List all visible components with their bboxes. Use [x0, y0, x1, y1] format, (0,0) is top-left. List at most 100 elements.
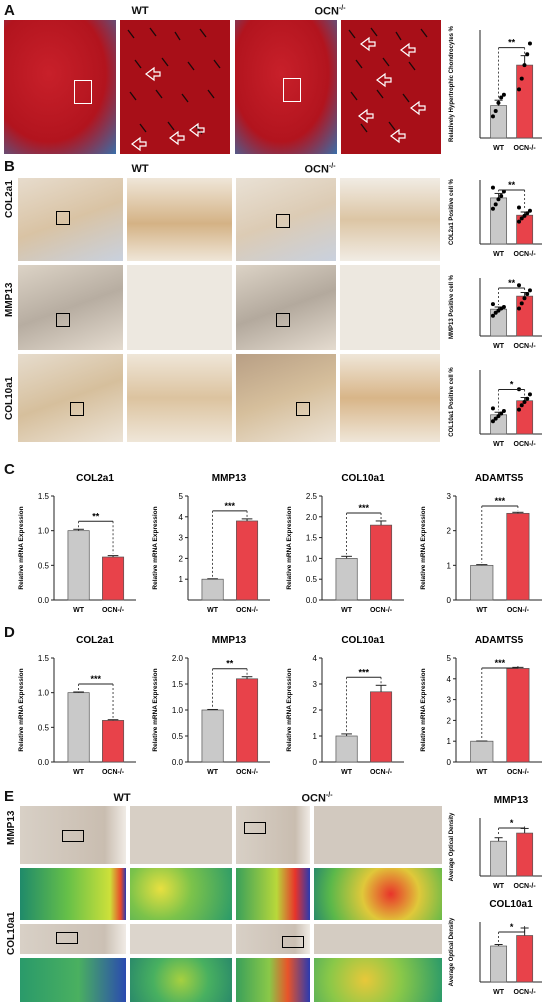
significance-label: ** — [226, 659, 234, 669]
x-tick-label: WT — [207, 607, 219, 614]
y-tick-label: 0 — [313, 758, 318, 767]
chart-c-col2a1: COL2a1 Relative mRNA Expression 0.0 0.5 1.0 1… — [18, 473, 136, 614]
e-mmp13-wt-overview — [20, 806, 126, 864]
x-tick-label: WT — [207, 769, 219, 776]
b-mmp13-wt-zoom — [127, 265, 232, 350]
data-point — [496, 197, 501, 202]
y-tick-label: 2.5 — [306, 492, 318, 501]
data-point — [525, 52, 530, 57]
panel-label-e: E — [4, 788, 15, 805]
bar-ocn — [102, 720, 125, 763]
chart-b-col10a1: COL10a1 Positive cell % WT OCN-/- * — [449, 367, 542, 448]
data-point — [525, 291, 530, 296]
significance-label: ** — [508, 38, 516, 48]
data-point — [490, 114, 495, 119]
x-tick-label: WT — [73, 607, 85, 614]
inset-box — [276, 214, 290, 228]
inset-box — [56, 211, 70, 225]
data-point — [516, 407, 521, 412]
y-tick-label: 4 — [313, 654, 318, 663]
y-axis-label: Average Optical Density — [449, 812, 455, 881]
data-point — [501, 189, 506, 194]
b-mmp13-wt-overview — [18, 265, 123, 350]
chondrocyte-pattern — [127, 27, 221, 152]
e-col10a1-ocn-overview — [236, 924, 310, 954]
y-tick-label: 1.0 — [38, 689, 50, 698]
b-col2a1-ocn-zoom — [340, 178, 440, 261]
panel-b-wt-header: WT — [131, 163, 149, 175]
b-row-label-col10a1: COL10a1 — [4, 376, 15, 420]
y-axis-label: COL10a1 Positive cell % — [449, 367, 455, 437]
x-tick-label: OCN-/- — [370, 769, 393, 776]
y-tick-label: 1.5 — [306, 534, 318, 543]
bar-wt — [490, 197, 508, 245]
data-point — [516, 283, 521, 288]
chart-title: COL10a1 — [341, 635, 385, 646]
b-col2a1-wt-zoom — [127, 178, 232, 261]
inset-box — [282, 936, 304, 948]
b-mmp13-ocn-zoom — [340, 265, 440, 350]
y-tick-label: 3 — [447, 696, 452, 705]
data-point — [496, 308, 501, 313]
data-point — [499, 411, 504, 416]
e-mmp13-wt-heatmap-zoom — [130, 868, 232, 920]
bar-wt — [490, 840, 508, 877]
data-point — [522, 63, 527, 68]
y-axis-label: COL2a1 Positive cell % — [449, 178, 455, 245]
y-tick-label: 1.0 — [38, 527, 50, 536]
data-point — [499, 194, 504, 198]
data-point — [525, 396, 530, 401]
bar-wt — [490, 945, 508, 983]
x-tick-label: OCN-/- — [236, 769, 259, 776]
data-point — [519, 301, 524, 306]
b-col10a1-wt-zoom — [127, 354, 232, 442]
bar-wt — [490, 105, 508, 139]
bar-ocn — [516, 400, 534, 435]
y-tick-label: 1 — [313, 732, 318, 741]
x-tick-label: WT — [73, 769, 85, 776]
y-axis-label: Relative mRNA Expression — [18, 668, 25, 751]
data-point — [490, 406, 495, 411]
inset-box — [244, 822, 266, 834]
e-col10a1-wt-overview — [20, 924, 126, 954]
bar-ocn — [370, 691, 393, 763]
chart-c-mmp13: MMP13 Relative mRNA Expression 1 2 3 4 5 WT OCN-… — [152, 473, 270, 614]
data-point — [501, 92, 506, 97]
significance-label: ** — [92, 511, 100, 521]
y-tick-label: 1 — [447, 737, 452, 746]
data-point — [522, 213, 527, 218]
x-tick-label: OCN-/- — [514, 145, 537, 152]
inset-box — [62, 830, 84, 842]
data-point — [501, 408, 506, 413]
chart-title: COL2a1 — [76, 473, 114, 484]
bar-ocn — [370, 524, 393, 601]
y-tick-label: 1.5 — [38, 654, 50, 663]
data-point — [516, 219, 521, 224]
data-point — [519, 216, 524, 221]
b-col2a1-wt-overview — [18, 178, 123, 261]
x-tick-label: OCN-/- — [514, 883, 537, 890]
inset-box — [276, 313, 290, 327]
significance-label: * — [510, 818, 514, 828]
a-ocn-overview-image — [235, 20, 337, 154]
y-axis-label: MMP13 Positive cell % — [449, 274, 455, 339]
panel-b-ocn-header: OCN-/- — [304, 163, 336, 176]
bar-wt — [201, 578, 224, 601]
chart-d-mmp13: MMP13 Relative mRNA Expression 0.0 0.5 1.0 1.… — [152, 635, 270, 776]
y-tick-label: 1 — [179, 575, 184, 584]
y-tick-label: 5 — [447, 654, 452, 663]
chart-title: MMP13 — [212, 635, 247, 646]
chart-title: COL10a1 — [341, 473, 385, 484]
bar-wt — [490, 308, 508, 337]
a-ocn-zoom-image — [341, 20, 441, 154]
b-col10a1-ocn-zoom — [340, 354, 440, 442]
data-point — [490, 206, 495, 211]
y-tick-label: 2 — [447, 716, 452, 725]
y-axis-label: Relative mRNA Expression — [152, 668, 159, 751]
panel-label-a: A — [4, 2, 15, 19]
chart-e-col10a1: COL10a1 Average Optical Density WT OCN-/- * — [449, 899, 542, 996]
e-row-label-col10a1: COL10a1 — [6, 911, 17, 955]
panel-label-c: C — [4, 461, 15, 478]
significance-label: *** — [495, 496, 506, 506]
bar-wt — [470, 564, 494, 601]
